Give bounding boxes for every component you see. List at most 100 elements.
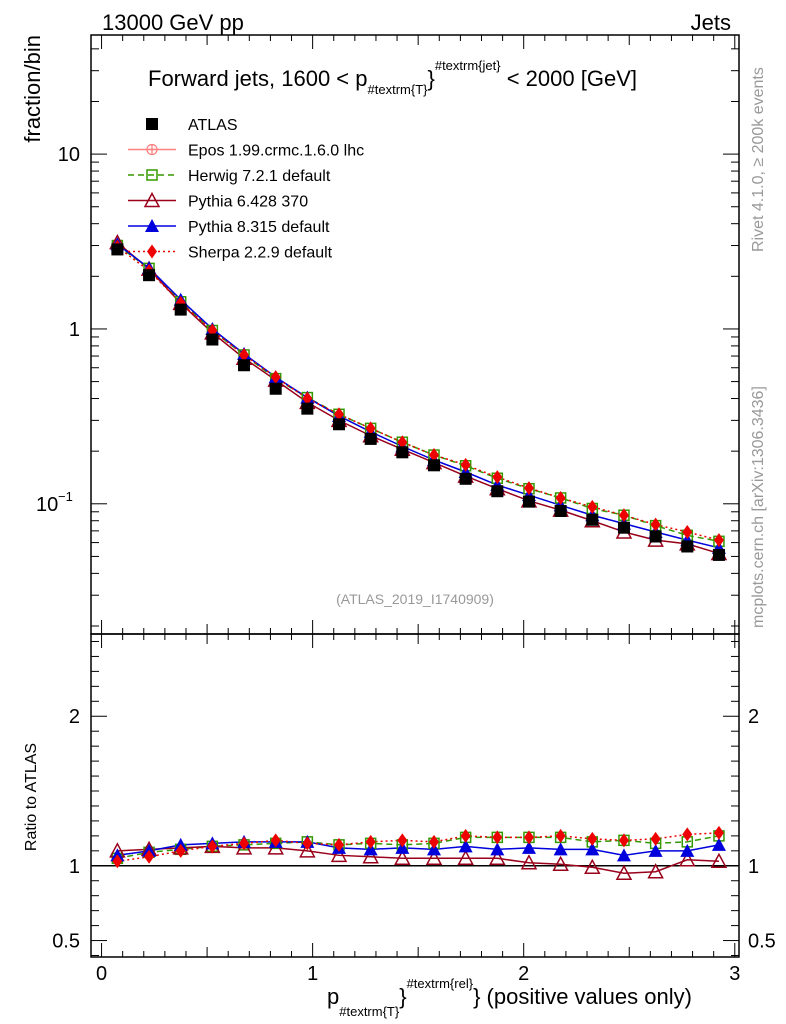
ratio-y-tick-label-right: 1 [748, 856, 759, 878]
point-atlas [617, 521, 630, 534]
ratio-point-pythia6 [457, 849, 474, 866]
point-sherpa [713, 533, 724, 548]
point-atlas [396, 446, 409, 459]
x-axis-label: p#textrm{T}}#textrm{rel}} (positive valu… [327, 976, 692, 1019]
ratio-point-pythia6 [394, 849, 411, 866]
ratio-point-pythia8 [458, 839, 473, 853]
point-atlas [301, 402, 314, 415]
rivet-label: Rivet 4.1.0, ≥ 200k events [750, 67, 767, 252]
point-sherpa [523, 481, 534, 496]
point-atlas [712, 548, 725, 561]
ratio-point-sherpa [112, 854, 123, 869]
ratio-y-tick-label: 1 [69, 856, 80, 878]
ratio-point-pythia6 [710, 852, 728, 869]
xlabel-brace: } [399, 984, 406, 1009]
ratio-point-pythia6 [489, 849, 506, 866]
point-sherpa [334, 407, 345, 422]
legend: ATLAS Epos 1.99.crmc.1.6.0 lhc Herwig 7.2.… [128, 117, 364, 262]
ratio-point-pythia8 [553, 842, 568, 856]
ratio-y-tick-label-right: 2 [748, 706, 759, 728]
ratio-point-pythia6 [330, 846, 348, 863]
point-atlas [427, 459, 440, 472]
ratio-point-pythia6 [615, 864, 633, 881]
ratio-point-sherpa [587, 831, 598, 846]
title-sup: #textrm{jet} [435, 58, 501, 73]
ratio-point-sherpa [397, 833, 408, 848]
title-prefix: Forward jets, 1600 < p [148, 66, 368, 91]
legend-label-atlas: ATLAS [188, 117, 238, 134]
ratio-point-pythia6 [679, 851, 696, 867]
ratio-y-axis-label: Ratio to ATLAS [23, 743, 40, 851]
ratio-point-pythia6 [299, 842, 316, 858]
ratio-frame [90, 633, 740, 958]
xlabel-sub: #textrm{T} [339, 1004, 400, 1019]
ratio-point-pythia6 [520, 854, 538, 870]
ratio-point-sherpa [144, 849, 155, 864]
point-atlas [206, 333, 219, 346]
point-sherpa [682, 524, 693, 539]
xlabel-sup: #textrm{rel} [407, 976, 474, 991]
legend-marker-pythia8 [145, 219, 159, 232]
x-tick-label: 3 [729, 963, 740, 985]
point-atlas [269, 382, 282, 395]
title-suffix: < 2000 [GeV] [501, 66, 637, 91]
point-sherpa [460, 457, 471, 472]
ratio-point-sherpa [428, 834, 439, 849]
point-atlas [174, 303, 187, 316]
header-left: 13000 GeV pp [102, 10, 244, 35]
ratio-point-sherpa [270, 833, 281, 848]
xlabel-main: p [327, 984, 339, 1009]
mcplots-label: mcplots.cern.ch [arXiv:1306.3436] [750, 386, 767, 628]
point-atlas [491, 485, 504, 498]
series-line-pythia6 [116, 241, 720, 555]
point-atlas [649, 530, 662, 543]
ratio-point-pythia6 [647, 863, 664, 879]
legend-label-herwig: Herwig 7.2.1 default [188, 168, 331, 185]
ratio-point-pythia8 [616, 848, 631, 862]
ratio-point-sherpa [302, 836, 313, 851]
ratio-point-pythia8 [711, 837, 726, 851]
point-sherpa [365, 421, 376, 436]
ratio-point-pythia6 [552, 855, 569, 872]
title-brace: } [427, 66, 434, 91]
ratio-point-pythia8 [490, 842, 505, 856]
plot-title: Forward jets, 1600 < p#textrm{T}}#textrm… [148, 58, 637, 97]
ratio-point-pythia6 [584, 858, 601, 875]
point-sherpa [587, 499, 598, 514]
ratio-point-sherpa [650, 831, 661, 846]
x-tick-label: 0 [96, 963, 107, 985]
y-tick-exponent: −1 [58, 489, 73, 504]
point-atlas [554, 504, 567, 517]
y-tick-label: 10 [58, 144, 80, 166]
point-atlas [586, 513, 599, 526]
ratio-point-pythia6 [362, 848, 379, 864]
ratio-point-sherpa [207, 839, 218, 854]
ratio-point-sherpa [523, 830, 534, 845]
point-atlas [364, 432, 377, 445]
point-atlas [522, 495, 535, 508]
point-atlas [238, 359, 251, 372]
ratio-point-pythia6 [425, 849, 443, 866]
xlabel-suffix: } (positive values only) [473, 984, 692, 1009]
point-sherpa [270, 370, 281, 385]
point-sherpa [618, 508, 629, 523]
point-atlas [111, 243, 124, 256]
legend-label-pythia8: Pythia 8.315 default [188, 219, 330, 236]
point-sherpa [650, 517, 661, 532]
legend-marker-atlas [146, 118, 158, 130]
legend-label-epos: Epos 1.99.crmc.1.6.0 lhc [188, 143, 364, 160]
ratio-panel: 0 1 2 3 2 2 1 1 0.5 0.5 [52, 620, 776, 985]
analysis-id: (ATLAS_2019_I1740909) [336, 591, 494, 607]
y-tick-label: 1 [69, 319, 80, 341]
ratio-point-pythia8 [521, 840, 536, 854]
ratio-point-sherpa [239, 836, 250, 851]
ratio-point-sherpa [555, 828, 566, 843]
point-sherpa [397, 435, 408, 450]
header-right: Jets [691, 10, 731, 35]
ratio-point-pythia8 [585, 842, 600, 856]
ratio-point-sherpa [618, 833, 629, 848]
ratio-y-tick-label-right: 0.5 [748, 931, 776, 953]
series-line-sherpa [116, 246, 720, 541]
